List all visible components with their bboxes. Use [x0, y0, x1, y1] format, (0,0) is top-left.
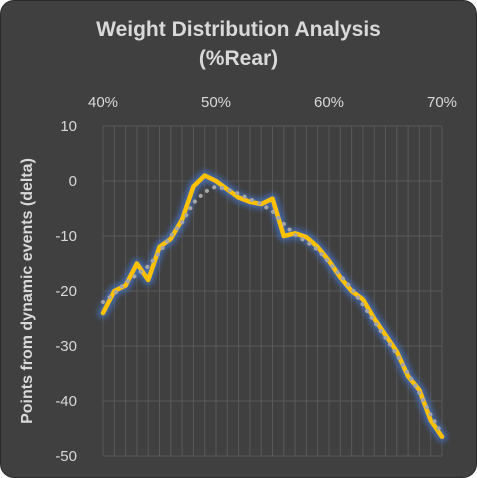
x-tick-label: 50%: [201, 94, 231, 111]
y-tick-label: -20: [55, 283, 77, 300]
data-series-line: [100, 173, 445, 440]
trendline-series: [101, 184, 444, 436]
chart-title-line-1: Weight Distribution Analysis: [96, 18, 381, 41]
y-tick-label: 10: [60, 118, 77, 135]
y-tick-label: 0: [69, 173, 77, 190]
chart-title-line-2: (%Rear): [198, 47, 279, 70]
y-tick-label: -30: [55, 338, 77, 355]
y-tick-label: -10: [55, 228, 77, 245]
x-tick-label: 40%: [88, 94, 118, 111]
y-tick-label: -50: [55, 448, 77, 465]
x-tick-label: 70%: [427, 94, 457, 111]
y-tick-label: -40: [55, 393, 77, 410]
chart-title: Weight Distribution Analysis (%Rear): [1, 15, 476, 73]
x-tick-label: 60%: [314, 94, 344, 111]
